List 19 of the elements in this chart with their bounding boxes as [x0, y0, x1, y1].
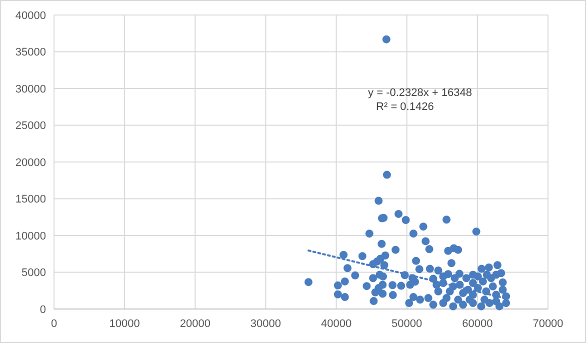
x-tick-label: 0 — [50, 318, 58, 330]
x-tick-label: 20000 — [180, 318, 210, 330]
y-tick-label: 5000 — [22, 267, 46, 280]
x-tick-label: 70000 — [532, 318, 564, 330]
x-tick-label: 60000 — [462, 318, 493, 330]
y-tick-label: 30000 — [15, 83, 46, 96]
annotation: y = -0.2328x + 16348 — [368, 86, 472, 99]
x-tick-label: 10000 — [109, 318, 140, 330]
x-tick-label: 40000 — [320, 318, 352, 330]
x-tick-label: 50000 — [392, 318, 422, 330]
annotation: R² = 0.1426 — [376, 100, 434, 113]
y-tick-label: 10000 — [15, 230, 46, 242]
y-tick-label: 20000 — [15, 156, 46, 169]
y-tick-label: 0 — [40, 304, 46, 316]
y-tick-label: 25000 — [15, 120, 46, 132]
x-tick-label: 30000 — [250, 318, 282, 330]
y-tick-label: 35000 — [15, 46, 46, 59]
y-tick-label: 15000 — [15, 194, 46, 206]
y-tick-label: 40000 — [15, 10, 46, 22]
